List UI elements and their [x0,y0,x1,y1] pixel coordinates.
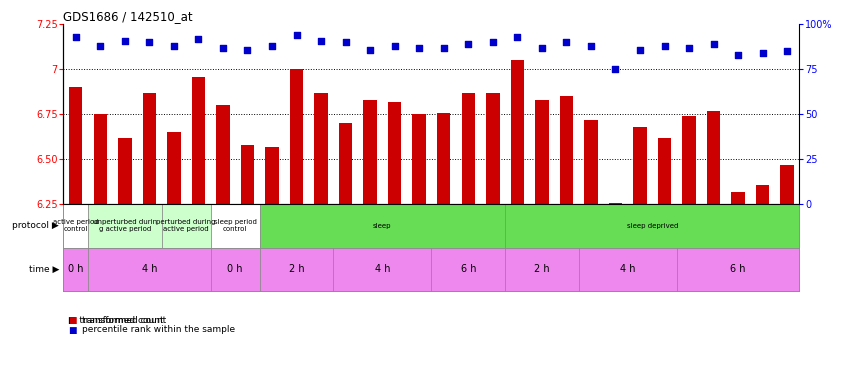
Point [706,41,720,47]
Point [412,45,426,51]
Bar [505,204,799,248]
Bar [683,116,695,204]
Bar [260,248,333,291]
Bar [162,204,211,248]
Text: unperturbed durin
g active period: unperturbed durin g active period [93,219,157,232]
Text: 2 h: 2 h [288,264,305,274]
Point [633,46,646,53]
Bar [290,69,303,204]
Text: ■: ■ [68,316,76,325]
Text: sleep deprived: sleep deprived [627,223,678,229]
Bar [609,202,622,204]
Point [289,32,303,38]
Bar [69,87,82,204]
Point [265,43,278,49]
Text: 4 h: 4 h [620,264,635,274]
Point [780,48,794,54]
Point [461,41,475,47]
Bar [63,204,88,248]
Bar [364,100,376,204]
Bar [192,76,205,204]
Bar [260,204,505,248]
Bar [579,248,677,291]
Bar [677,248,799,291]
Point [191,36,205,42]
Bar [388,102,401,204]
Point [608,66,622,72]
Text: transformed count: transformed count [82,316,167,325]
Bar [241,145,254,204]
Point [682,45,695,51]
Point [314,38,327,44]
Bar [118,138,131,204]
Point [535,45,548,51]
Bar [707,111,720,204]
Bar [211,204,260,248]
Point [657,43,671,49]
Point [486,39,499,45]
Bar [339,123,352,204]
Bar [781,165,794,204]
Bar [585,120,597,204]
Bar [462,93,475,204]
Text: 2 h: 2 h [534,264,550,274]
Text: sleep period
control: sleep period control [214,219,256,232]
Point [559,39,573,45]
Bar [63,248,88,291]
Bar [413,114,426,204]
Bar [143,93,156,204]
Text: 4 h: 4 h [141,264,157,274]
Text: ■: ■ [68,326,76,334]
Bar [634,127,646,204]
Text: 6 h: 6 h [460,264,476,274]
Point [69,34,82,40]
Bar [511,60,524,204]
Bar [94,114,107,204]
Bar [217,105,229,204]
Bar [658,138,671,204]
Bar [431,248,505,291]
Bar [486,93,499,204]
Point [387,43,401,49]
Bar [732,192,744,204]
Point [584,43,597,49]
Bar [88,204,162,248]
Bar [88,248,211,291]
Point [755,50,769,56]
Bar [333,248,431,291]
Text: GDS1686 / 142510_at: GDS1686 / 142510_at [63,10,193,23]
Point [437,45,450,51]
Text: perturbed during
active period: perturbed during active period [157,219,216,232]
Point [142,39,156,45]
Bar [266,147,278,204]
Bar [756,184,769,204]
Text: percentile rank within the sample: percentile rank within the sample [82,326,235,334]
Point [731,52,744,58]
Text: 0 h: 0 h [228,264,243,274]
Text: 4 h: 4 h [375,264,390,274]
Point [510,34,524,40]
Text: protocol ▶: protocol ▶ [13,221,59,230]
Text: active period
control: active period control [53,219,98,232]
Bar [437,112,450,204]
Bar [536,100,548,204]
Text: 0 h: 0 h [68,264,84,274]
Text: sleep: sleep [373,223,392,229]
Point [167,43,180,49]
Text: 6 h: 6 h [730,264,746,274]
Text: ■ transformed count: ■ transformed count [68,316,163,325]
Point [216,45,229,51]
Text: time ▶: time ▶ [29,265,59,274]
Point [338,39,352,45]
Bar [168,132,180,204]
Point [118,38,131,44]
Point [363,46,376,53]
Point [93,43,107,49]
Bar [211,248,260,291]
Bar [315,93,327,204]
Point [240,46,254,53]
Bar [560,96,573,204]
Bar [505,248,579,291]
